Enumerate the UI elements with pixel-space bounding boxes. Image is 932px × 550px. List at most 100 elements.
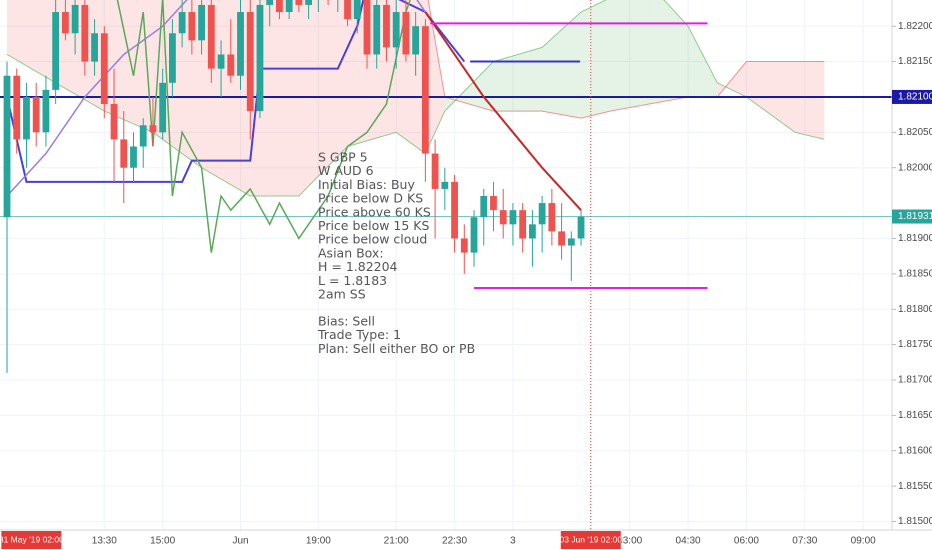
y-tick-label: 1.82000 <box>898 162 932 173</box>
cloud-fill <box>104 0 153 133</box>
candle-body <box>470 217 478 253</box>
cloud-fill <box>298 0 348 197</box>
candle-body <box>227 54 235 76</box>
indicator-line <box>424 11 582 211</box>
candle-body <box>412 26 420 55</box>
candle-body <box>23 96 30 140</box>
note-line: Initial Bias: Buy <box>318 177 415 192</box>
cloud-fill <box>396 0 426 154</box>
candle-body <box>577 216 585 239</box>
y-tick-label: 1.81900 <box>898 233 932 244</box>
candle-body <box>81 4 89 62</box>
candle-body <box>295 0 303 5</box>
candle-body <box>548 203 556 232</box>
y-tick-label: 1.82050 <box>898 127 932 138</box>
time-label: 31 May '19 02:00 <box>0 534 64 544</box>
candle-body <box>451 181 458 239</box>
x-tick-label: 21:00 <box>384 536 409 547</box>
candle-body <box>538 203 546 225</box>
note-line: Price below D KS <box>318 191 423 206</box>
note-line: 2am SS <box>318 287 366 302</box>
candle-body <box>198 4 206 41</box>
candle-body <box>42 89 50 133</box>
y-tick-label: 1.81650 <box>898 410 932 421</box>
x-tick-label: 06:00 <box>734 536 759 547</box>
candle-body <box>256 4 264 112</box>
time-label: 03 Jun '19 02:00 <box>559 534 622 544</box>
note-line: H = 1.82204 <box>318 259 398 274</box>
price-label-box <box>892 209 932 224</box>
x-tick-label: 03:00 <box>617 536 642 547</box>
price-label-box <box>892 89 932 104</box>
note-line: W AUD 6 <box>318 163 374 178</box>
candle-body <box>32 96 40 133</box>
grid <box>0 0 892 530</box>
candle-body <box>519 210 527 239</box>
candle-body <box>528 224 536 239</box>
candle-body <box>13 75 21 140</box>
indicator-line <box>116 0 411 253</box>
price-label: 1.82100 <box>898 92 932 103</box>
candle-body <box>159 82 167 133</box>
candle-body <box>344 0 351 20</box>
candle-body <box>237 12 244 76</box>
note-line: Price below 15 KS <box>318 218 429 233</box>
candle-body <box>110 104 118 140</box>
candle-body <box>402 12 410 55</box>
note-line: L = 1.8183 <box>318 273 387 288</box>
candle-body <box>276 0 283 13</box>
candle-body <box>3 75 11 218</box>
candle-body <box>460 238 468 253</box>
note-line: Price above 60 KS <box>318 204 431 219</box>
x-tick-label: Jun <box>232 536 248 547</box>
cloud-fill <box>542 12 582 119</box>
candle-body <box>373 4 381 55</box>
note-line: S GBP 5 <box>318 150 368 165</box>
candle-body <box>139 125 147 147</box>
candle-body <box>61 12 69 34</box>
time-label-box <box>1 531 62 549</box>
x-tick-label: 04:30 <box>676 536 701 547</box>
plot-area <box>0 0 892 530</box>
candle-body <box>305 0 313 5</box>
cloud-fill <box>610 0 650 112</box>
note-line: Trade Type: 1 <box>317 327 401 342</box>
candle-body <box>149 125 157 133</box>
cloud-fill <box>746 61 776 119</box>
cloud-line <box>6 0 825 197</box>
x-tick-label: 3 <box>510 536 516 547</box>
candle-body <box>217 54 225 69</box>
candle-body <box>441 181 449 189</box>
price-label: 1.81931 <box>898 211 932 222</box>
cloud-fill <box>7 0 56 83</box>
candle-body <box>71 4 79 34</box>
cloud-fill <box>425 0 445 154</box>
candle-body <box>188 12 196 41</box>
candle-body <box>246 12 254 112</box>
note-line: Bias: Sell <box>318 314 375 329</box>
cloud-line <box>427 0 825 119</box>
indicator-line <box>6 0 426 197</box>
cloud-fill <box>444 61 494 112</box>
y-tick-label: 1.82200 <box>898 21 932 32</box>
cloud-fill <box>795 61 825 140</box>
candle-body <box>100 33 108 105</box>
y-tick-label: 1.81700 <box>898 375 932 386</box>
y-tick-label: 1.81850 <box>898 268 932 279</box>
candle-body <box>490 196 497 211</box>
candle-body <box>558 231 565 246</box>
x-tick-label: 13:30 <box>92 536 117 547</box>
candle-body <box>91 33 98 62</box>
note-line: Asian Box: <box>318 245 384 260</box>
y-tick-label: 1.81550 <box>898 481 932 492</box>
y-tick-label: 1.81600 <box>898 445 932 456</box>
candle-body <box>169 33 176 83</box>
cloud-fill <box>581 0 611 119</box>
candle-body <box>480 196 488 218</box>
note-line: Plan: Sell either BO or PB <box>318 341 475 356</box>
cloud-fill <box>688 26 718 97</box>
note-line: Price below cloud <box>318 232 427 247</box>
